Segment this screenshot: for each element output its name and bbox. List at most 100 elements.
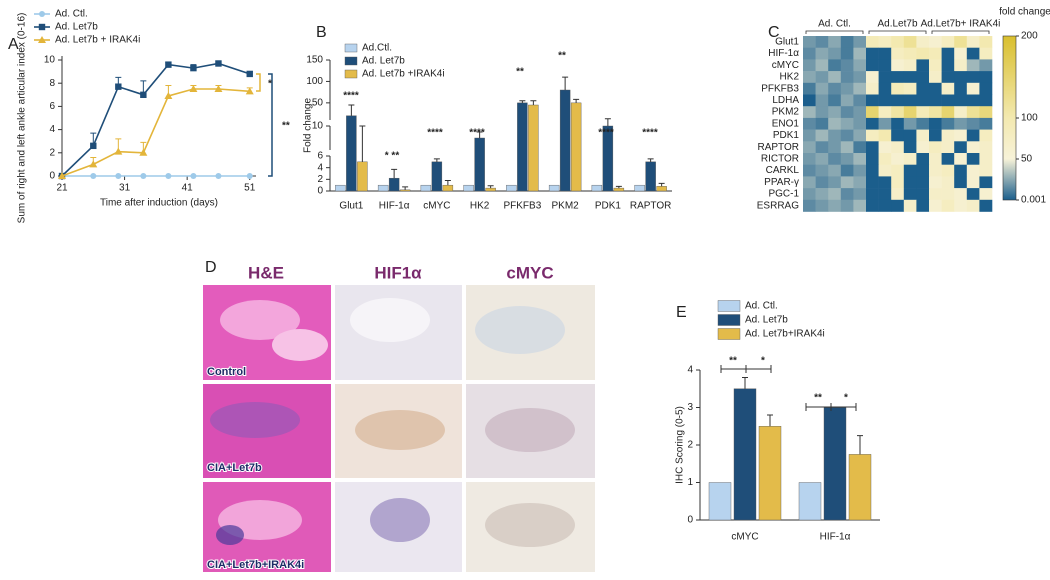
bar xyxy=(388,177,400,192)
legend-swatch xyxy=(344,43,358,53)
heatmap-cell xyxy=(966,164,980,177)
heatmap-cell xyxy=(815,176,829,189)
heatmap-cell xyxy=(866,47,879,60)
row-label: cMYC xyxy=(772,60,799,71)
heatmap-cell xyxy=(866,176,879,189)
heatmap-cell xyxy=(916,82,930,95)
heatmap-cell xyxy=(878,59,892,72)
heatmap-cell xyxy=(954,141,968,154)
heatmap-cell xyxy=(840,94,854,107)
heatmap-cell xyxy=(840,164,854,177)
legend-label: Ad.Ctl. xyxy=(362,43,392,54)
x-tick-label: Glut1 xyxy=(339,201,363,212)
annotation: * ** xyxy=(385,151,400,162)
column-header: HIF1α xyxy=(374,263,422,282)
x-tick-label: RAPTOR xyxy=(630,201,672,212)
heatmap-cell xyxy=(866,94,879,107)
heatmap-cell xyxy=(891,188,905,201)
heatmap-cell xyxy=(815,47,829,60)
legend-label: Ad. Let7b xyxy=(362,56,405,67)
annotation: * xyxy=(761,356,765,367)
heatmap-cell xyxy=(941,106,955,119)
tissue xyxy=(350,298,430,342)
point xyxy=(114,147,123,155)
point xyxy=(215,60,222,67)
bracket xyxy=(268,73,273,177)
heatmap-cell xyxy=(941,82,955,95)
bar xyxy=(528,104,539,192)
heatmap-cell xyxy=(941,176,955,189)
tissue xyxy=(485,408,575,452)
heatmap-cell xyxy=(815,59,829,72)
x-tick-label: cMYC xyxy=(423,201,450,212)
heatmap-cell xyxy=(941,71,955,84)
heatmap-cell xyxy=(916,47,930,60)
heatmap-cell xyxy=(840,141,854,154)
heatmap-cell xyxy=(891,117,905,130)
y-tick-label: 6 xyxy=(317,151,323,162)
heatmap-cell xyxy=(929,199,942,212)
group-bracket xyxy=(805,30,864,34)
error-bar xyxy=(433,158,440,162)
legend-swatch xyxy=(717,314,741,326)
group-bracket xyxy=(868,30,927,34)
colorbar-label: fold change xyxy=(999,7,1050,18)
heatmap-cell xyxy=(979,141,993,154)
heatmap-cell xyxy=(828,153,842,165)
heatmap-cell xyxy=(891,176,905,189)
heatmap-cell xyxy=(916,176,930,189)
tissue xyxy=(210,402,300,438)
panel-letter: A xyxy=(8,36,19,53)
bar xyxy=(442,184,454,192)
heatmap-cell xyxy=(966,117,980,130)
heatmap-cell xyxy=(954,59,968,72)
heatmap-cell xyxy=(840,153,854,165)
bar xyxy=(645,161,656,192)
row-label: RICTOR xyxy=(761,153,799,164)
x-tick-label: PFKFB3 xyxy=(503,201,541,212)
tissue xyxy=(370,498,430,542)
heatmap-cell xyxy=(903,188,917,201)
heatmap-cell xyxy=(916,71,930,84)
colorbar-tick-label: 200 xyxy=(1021,31,1038,42)
heatmap-cell xyxy=(828,82,842,95)
y-tick-label: 8 xyxy=(49,78,55,89)
heatmap-cell xyxy=(916,106,930,119)
heatmap-cell xyxy=(954,47,968,60)
heatmap-cell xyxy=(929,164,942,177)
point xyxy=(246,70,253,78)
bar xyxy=(357,161,368,192)
heatmap-cell xyxy=(979,188,993,201)
heatmap-cell xyxy=(929,188,942,201)
bar xyxy=(656,186,667,192)
heatmap-cell xyxy=(878,164,892,177)
legend-label: Ad. Let7b+IRAK4i xyxy=(745,329,825,340)
error-bar xyxy=(562,76,569,90)
heatmap-cell xyxy=(929,106,942,119)
histology-panel: D H&E HIF1α cMYC Control CIA+Let7b CIA+L… xyxy=(203,259,595,572)
heatmap-cell xyxy=(840,106,854,119)
heatmap-cell xyxy=(878,71,892,84)
heatmap-cell xyxy=(803,117,816,130)
heatmap-cell xyxy=(941,129,955,142)
error-bar xyxy=(615,185,622,189)
row-label: Glut1 xyxy=(775,36,799,47)
heatmap-cell xyxy=(853,188,867,201)
error-bar xyxy=(604,118,611,126)
heatmap-cell xyxy=(840,199,854,212)
heatmap-cell xyxy=(878,176,892,189)
heatmap-cell xyxy=(954,82,968,95)
heatmap-cell xyxy=(803,129,816,142)
bar xyxy=(420,184,432,192)
heatmap-cell xyxy=(866,153,879,165)
heatmap-cell xyxy=(979,94,993,107)
bar xyxy=(517,102,528,192)
point xyxy=(115,83,122,90)
heatmap-cell xyxy=(828,94,842,107)
bar xyxy=(733,388,757,521)
heatmap-cell xyxy=(929,47,942,60)
tissue xyxy=(216,525,244,545)
point xyxy=(165,61,172,68)
heatmap-cell xyxy=(878,188,892,201)
bar xyxy=(377,184,389,192)
